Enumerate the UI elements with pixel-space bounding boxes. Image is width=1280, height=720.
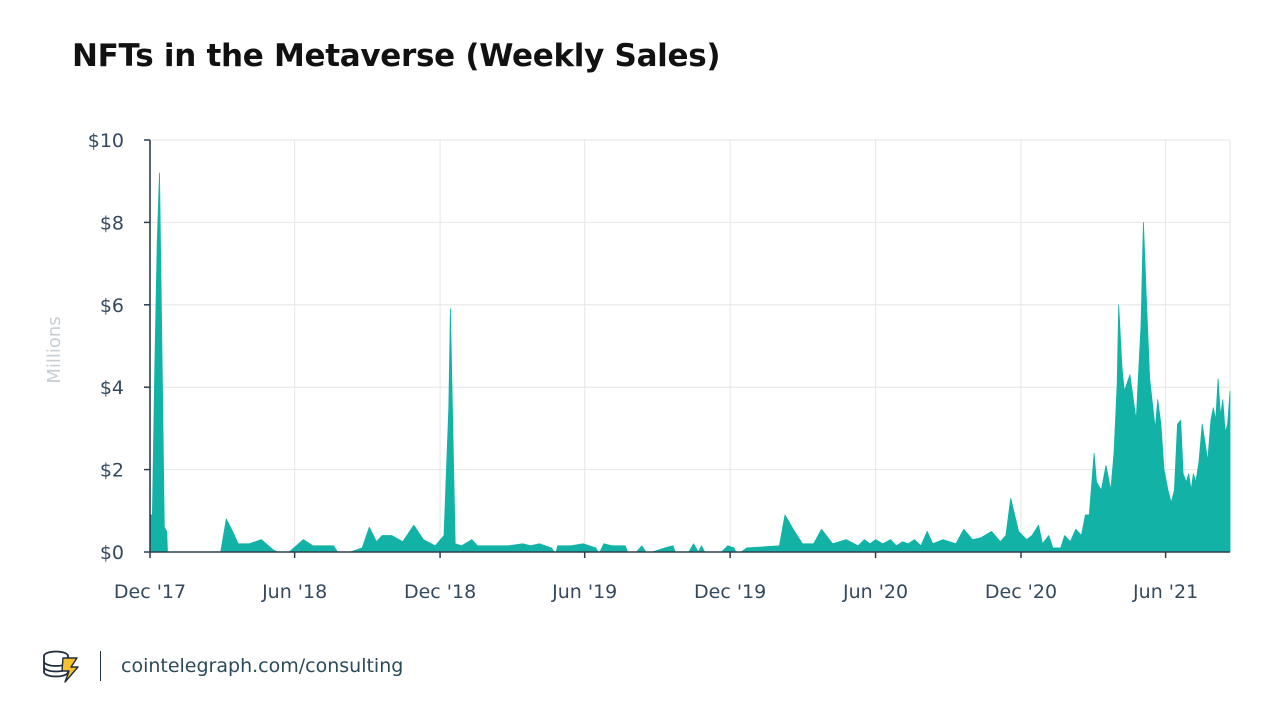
y-tick-label: $2 [100,460,124,482]
x-tick-label: Dec '19 [694,581,766,603]
chart-title: NFTs in the Metaverse (Weekly Sales) [72,38,721,74]
y-tick-label: $8 [100,212,124,234]
axis-layer: $0 $2 $4 $6 $8 $10 Dec '17 Jun '18 Dec '18 Jun '1… [88,130,1230,603]
x-tick-label: Jun '19 [551,581,617,603]
x-tick-label: Dec '17 [114,581,186,603]
grid-layer [150,139,1231,552]
footer-url: cointelegraph.com/consulting [121,655,404,677]
footer: cointelegraph.com/consulting [40,643,403,689]
y-tick-label: $10 [88,130,124,152]
y-tick-label: $6 [100,295,124,317]
footer-separator [100,651,101,681]
x-tick-label: Jun '20 [842,581,908,603]
x-tick-label: Dec '18 [404,581,476,603]
x-tick-label: Dec '20 [985,581,1057,603]
cointelegraph-coins-logo-icon [43,650,79,683]
x-tick-label: Jun '21 [1132,581,1198,603]
x-tick-label: Jun '18 [261,581,327,603]
y-tick-label: $4 [100,377,124,399]
weekly-sales-area [149,172,1231,553]
y-tick-label: $0 [100,542,124,564]
area-layer [149,172,1231,553]
y-axis-label: Millions [44,316,65,383]
